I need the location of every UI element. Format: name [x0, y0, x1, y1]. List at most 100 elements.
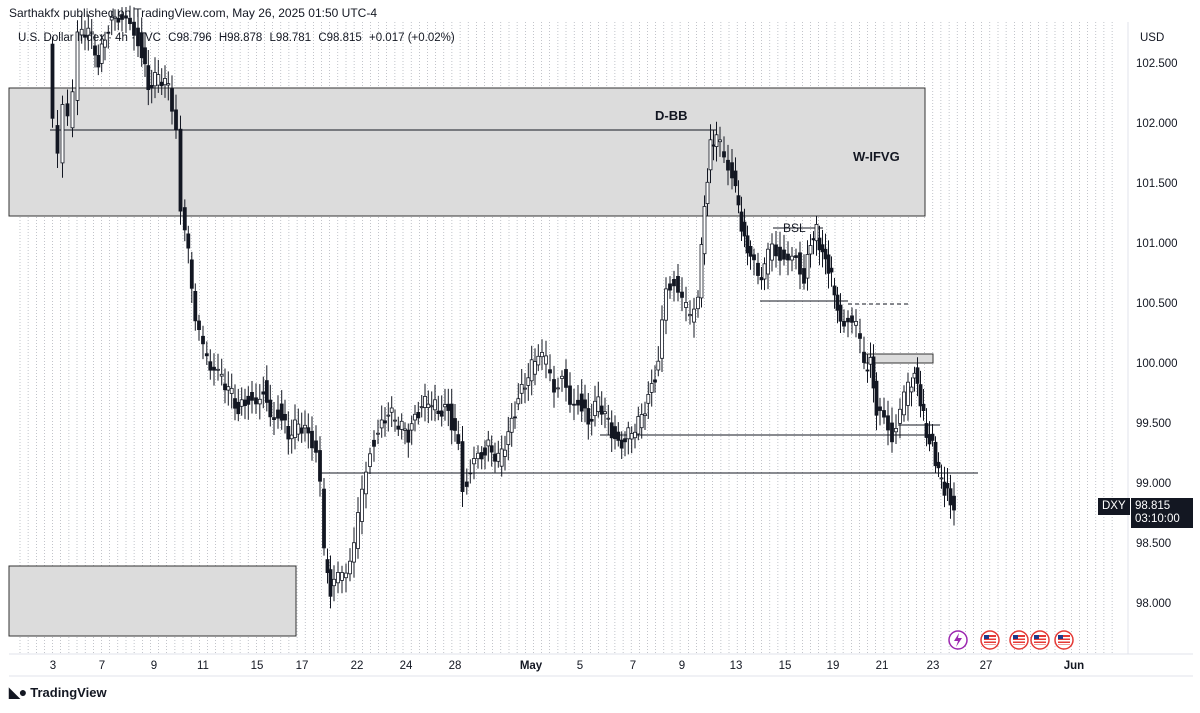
- candle: [805, 240, 810, 291]
- price-tick: 102.000: [1136, 118, 1178, 130]
- candle: [766, 242, 770, 290]
- candle: [372, 430, 376, 462]
- candle: [583, 384, 587, 423]
- candle: [393, 409, 397, 432]
- time-tick: 21: [876, 660, 889, 672]
- candle: [212, 353, 216, 386]
- dbb-label: D-BB: [655, 108, 688, 123]
- candle: [696, 290, 700, 318]
- candle: [808, 234, 813, 268]
- time-tick: 27: [980, 660, 993, 672]
- candle: [499, 435, 504, 477]
- candle: [236, 388, 241, 422]
- candle: [436, 395, 441, 421]
- time-tick: 7: [630, 660, 636, 672]
- candle: [613, 415, 617, 450]
- candle: [664, 277, 668, 335]
- candle: [552, 365, 556, 408]
- candle: [656, 346, 661, 377]
- us-flag-icon[interactable]: [1009, 630, 1029, 650]
- candle: [170, 75, 174, 125]
- candle: [443, 388, 447, 421]
- candle: [143, 32, 147, 77]
- candle: [446, 388, 451, 427]
- candle: [708, 124, 713, 184]
- time-tick: 13: [730, 660, 743, 672]
- candle: [871, 344, 876, 403]
- candle: [468, 459, 473, 484]
- candle: [817, 225, 822, 266]
- lightning-icon[interactable]: [948, 630, 968, 650]
- candle: [254, 383, 258, 414]
- candle: [460, 426, 465, 507]
- candle: [293, 404, 297, 450]
- price-tick: 99.500: [1136, 418, 1171, 430]
- event-icons[interactable]: [948, 630, 1074, 650]
- candle: [906, 372, 910, 421]
- candle: [714, 121, 719, 162]
- price-tick: 100.000: [1136, 358, 1178, 370]
- candle: [748, 240, 753, 270]
- us-flag-icon[interactable]: [980, 630, 1000, 650]
- candle: [409, 415, 414, 445]
- tradingview-logo[interactable]: ◣● TradingView: [9, 684, 107, 701]
- candle: [204, 341, 209, 365]
- candle: [832, 278, 837, 309]
- candle: [786, 241, 790, 276]
- candle: [820, 229, 825, 268]
- candle: [838, 293, 843, 333]
- candle: [589, 403, 594, 436]
- candle: [268, 384, 273, 427]
- candle: [163, 65, 167, 98]
- candle: [556, 377, 560, 398]
- candle: [433, 384, 437, 422]
- candle: [842, 309, 846, 333]
- candle: [389, 396, 394, 427]
- candle: [250, 381, 254, 414]
- time-tick: 24: [400, 660, 413, 672]
- candle: [529, 345, 534, 396]
- symbol-name[interactable]: U.S. Dollar Index · 4h · TVC: [18, 32, 161, 44]
- candle: [344, 563, 348, 593]
- candle: [189, 251, 194, 303]
- symbol-legend: U.S. Dollar Index · 4h · TVC C98.796 H98…: [18, 32, 459, 44]
- candle: [472, 446, 476, 480]
- candle: [942, 466, 947, 508]
- candle: [186, 225, 191, 264]
- us-flag-icon[interactable]: [1030, 630, 1050, 650]
- candle: [103, 31, 107, 61]
- candle: [239, 387, 244, 416]
- candle: [572, 388, 576, 421]
- candle: [303, 410, 307, 442]
- candle: [850, 307, 854, 334]
- candle: [770, 233, 774, 272]
- candle: [643, 401, 647, 430]
- candle: [939, 464, 944, 489]
- candle: [226, 371, 231, 406]
- symbol-tag: DXY: [1098, 498, 1130, 515]
- candle: [276, 395, 280, 429]
- candle: [811, 231, 816, 255]
- candle: [364, 461, 368, 509]
- price-axis[interactable]: 102.500 102.000 101.500 101.000 100.500 100.0…: [1136, 58, 1178, 610]
- candle: [692, 297, 696, 338]
- candle: [106, 25, 111, 49]
- candle: [403, 422, 407, 445]
- candle: [536, 344, 541, 372]
- candle: [426, 390, 431, 424]
- candle: [464, 468, 469, 495]
- candle: [736, 180, 741, 214]
- candle: [286, 411, 291, 455]
- candle: [912, 366, 917, 392]
- candle: [496, 440, 501, 468]
- candle: [918, 370, 923, 418]
- candle: [174, 94, 178, 139]
- bsl-label: BSL: [783, 221, 806, 235]
- currency-label[interactable]: USD: [1140, 32, 1165, 44]
- time-axis[interactable]: 3 7 9 11 15 17 22 24 28 May 5 7 9 13 15 19 21 23 27 Jun: [50, 660, 1084, 672]
- us-flag-icon[interactable]: [1054, 630, 1074, 650]
- candle: [948, 474, 953, 519]
- candle: [523, 373, 527, 404]
